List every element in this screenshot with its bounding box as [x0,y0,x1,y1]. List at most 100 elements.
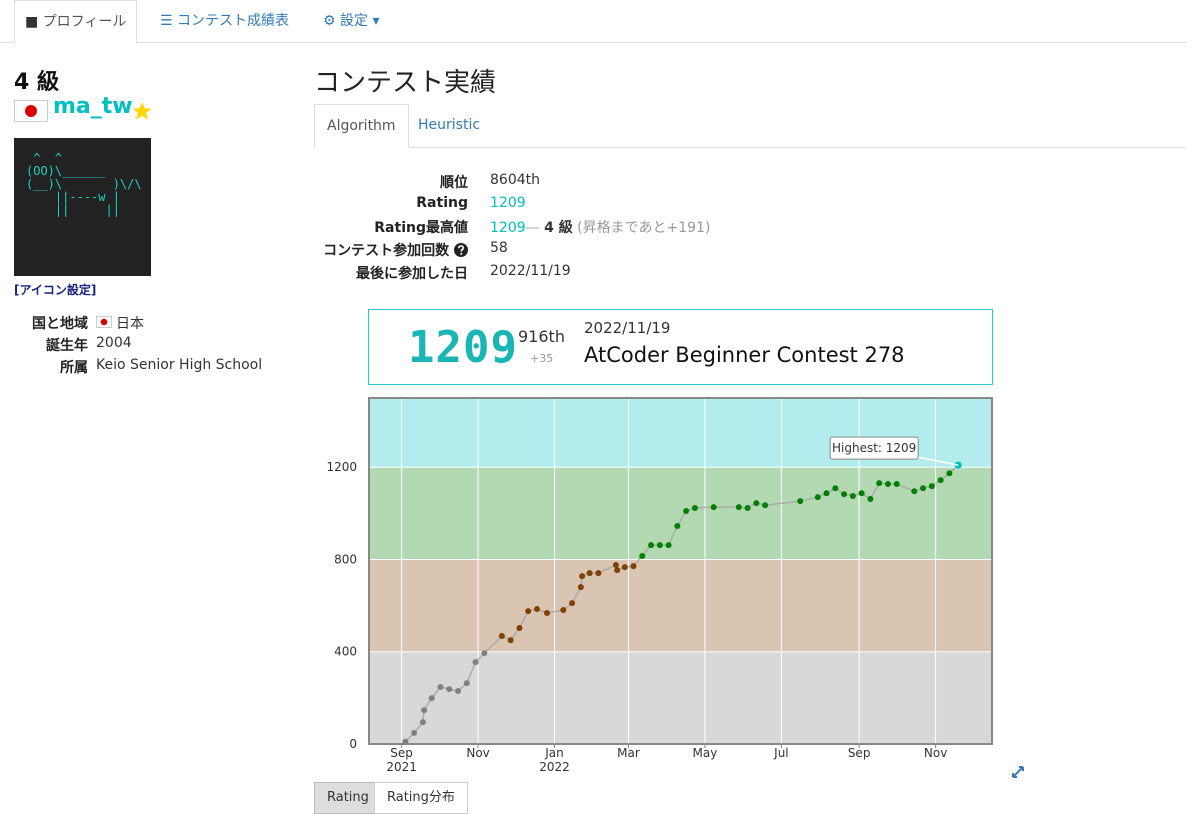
rating-point [797,498,804,505]
value-text: 2004 [96,335,132,351]
rating-point [674,523,681,530]
stat-value: 58 [490,240,508,256]
stat-label: Rating最高値 [374,220,468,236]
rating-point [744,505,751,512]
x-tick-sublabel: 2021 [386,760,417,774]
x-tick-label: Sep [848,746,871,760]
art-line: ||----w | [26,190,120,204]
rating-point [876,480,883,487]
status-date: 2022/11/19 [584,319,671,337]
rating-point [762,502,769,509]
flag [14,100,48,122]
user-name[interactable]: ma_tw [53,94,133,119]
status-contest: AtCoder Beginner Contest 278 [584,343,905,367]
rating-point [867,496,874,503]
rating-point [639,553,646,560]
max-note: (昇格まであと+191) [577,220,711,236]
rating-point [928,483,935,490]
rating-point [525,608,532,615]
star [132,102,152,120]
x-tick-label: Sep [390,746,413,760]
max-rating: 1209 [490,220,526,236]
nav-tab[interactable]: ⚙ 設定 ▾ [323,13,380,29]
rating-point [569,600,576,607]
rating-point [481,650,488,657]
icon-setting-link[interactable]: [アイコン設定] [14,283,97,297]
rating-point [463,680,470,687]
x-tick-label: Nov [466,746,489,760]
rating-point [498,633,505,640]
rating-point [428,695,435,702]
rating-point [849,493,856,500]
rating-point [911,488,918,495]
art-line: ^ ^ [26,151,63,165]
rating-point [648,542,655,549]
info-value: Keio Senior High School [96,357,262,373]
stat-label: 最後に参加した日 [356,266,468,282]
rating-point [691,505,698,512]
expand-icon[interactable] [1011,765,1025,779]
rating-point [753,500,760,507]
label-text: コンテスト参加回数 [323,243,450,259]
help-icon[interactable] [454,243,468,257]
y-tick-label: 1200 [326,460,357,474]
chart-button[interactable]: Rating分布 [374,782,468,814]
info-label: 国と地域 [32,316,88,332]
status-diff: +35 [530,352,554,365]
x-tick-label: Mar [617,746,640,760]
tab-label: コンテスト成績表 [177,13,290,29]
rating-point [735,504,742,511]
rating-point [577,584,584,591]
rating-point [419,719,426,726]
rating-point [814,494,821,501]
rating-point [411,729,418,736]
stat-value: 8604th [490,172,540,188]
tab-label: プロフィール [42,14,127,30]
nav-tab[interactable]: ☰ コンテスト成績表 [160,13,290,29]
x-tick-label: Nov [924,746,947,760]
rating-point [472,659,479,666]
tab-label: 設定 [340,13,369,29]
value-text: 日本 [116,316,144,332]
rating-point [560,606,567,613]
rating-point [544,609,550,616]
x-tick-label: May [693,746,718,760]
rating-point [841,491,848,498]
flag [96,316,112,328]
info-label: 誕生年 [46,338,88,354]
stat-value: 1209— 4 級 (昇格まであと+191) [490,217,710,237]
rating-point [579,573,586,580]
rating-point [858,490,865,497]
y-tick-label: 800 [334,552,357,566]
annotation: Highest: 1209 [832,441,916,455]
avatar-art: ^ ^ (OO)\______ (__)\ )\/\ ||----w | || || [14,138,151,217]
rating-point [595,570,602,577]
y-tick-label: 400 [334,645,357,659]
rating-point [937,477,944,484]
rating-point [612,562,619,569]
x-tick-label: Jan [544,746,564,760]
rating-band [369,467,992,560]
rating-point [832,485,839,492]
rating-point [823,490,830,497]
rating-point [533,606,540,613]
plot-border [368,397,993,745]
rating-point [630,563,637,570]
rating-point [683,508,690,515]
rating-point [402,738,409,745]
rating-point [507,637,514,644]
max-grade: 4 級 [544,220,573,236]
nav-tab[interactable]: ■ プロフィール [14,0,138,44]
rating-band [369,651,992,744]
chart-button[interactable]: Rating [314,782,382,814]
stat-label: コンテスト参加回数 [323,240,468,260]
rating-point [665,542,672,549]
annotation-pointer [918,456,959,466]
info-value: 日本 [96,313,144,333]
sub-tab[interactable]: Heuristic [418,117,481,133]
rating-point [656,542,663,549]
status-rating: 1209 [408,322,518,373]
sub-tab[interactable]: Algorithm [314,104,409,148]
